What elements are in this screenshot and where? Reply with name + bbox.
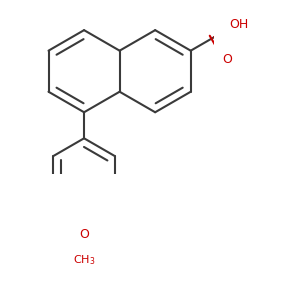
Text: O: O xyxy=(79,228,89,241)
Text: OH: OH xyxy=(230,18,249,31)
Text: O: O xyxy=(223,53,232,66)
Text: CH$_3$: CH$_3$ xyxy=(73,253,95,267)
